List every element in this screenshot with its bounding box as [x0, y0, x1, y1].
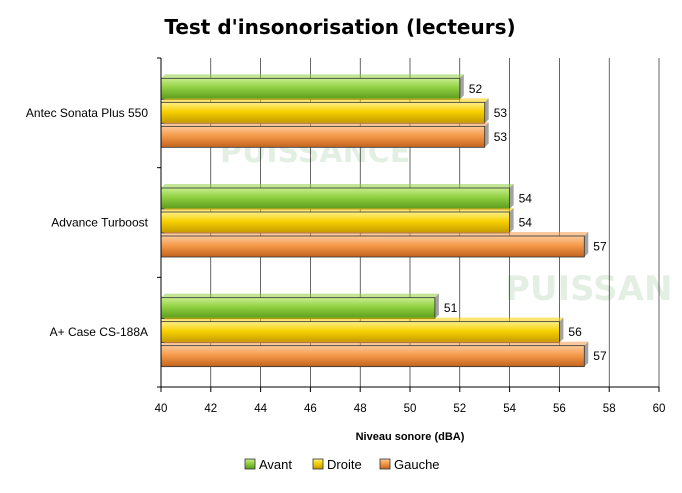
x-tick-label: 56: [553, 403, 566, 415]
x-tick-label: 58: [603, 403, 616, 415]
bars: [160, 74, 589, 368]
legend-swatch-gauche: [379, 458, 391, 470]
bar-depth-side: [584, 232, 589, 257]
bar-gauche: [160, 125, 486, 148]
legend-label: Avant: [259, 457, 292, 472]
x-tick-label: 60: [653, 403, 666, 415]
data-label: 53: [494, 130, 508, 144]
bar-depth-side: [509, 184, 514, 209]
svg-text:PUISSAN: PUISSAN: [505, 269, 672, 309]
legend: Avant Droite Gauche: [244, 457, 440, 472]
legend-swatch-avant: [244, 458, 256, 470]
bar-avant: [160, 297, 436, 320]
bar-depth-top: [161, 74, 464, 79]
legend-label: Gauche: [394, 457, 440, 472]
legend-label: Droite: [327, 457, 362, 472]
x-tick-label: 50: [404, 403, 417, 415]
bar-depth-side: [459, 74, 464, 100]
bar-depth-side: [509, 208, 514, 233]
data-label: 51: [444, 301, 458, 315]
data-label: 57: [593, 349, 607, 363]
category-label: Antec Sonata Plus 550: [26, 106, 148, 120]
bar-depth-side: [484, 122, 489, 148]
bar-depth-top: [161, 293, 439, 298]
bar-droite: [160, 101, 486, 124]
x-tick-label: 54: [503, 403, 516, 415]
bar-avant: [160, 77, 461, 100]
bar-depth-side: [484, 98, 489, 124]
bar-depth-top: [161, 341, 589, 346]
data-label: 53: [494, 106, 508, 120]
x-tick-label: 40: [155, 403, 168, 415]
bar-depth-side: [559, 317, 564, 343]
bar-depth-side: [434, 293, 439, 319]
bar-droite: [160, 211, 511, 234]
axes: [157, 57, 660, 392]
data-label: 54: [519, 192, 533, 206]
x-tick-label: 52: [453, 403, 466, 415]
bar-avant: [160, 187, 511, 210]
legend-swatch-droite: [312, 458, 324, 470]
bar-depth-side: [584, 341, 589, 367]
data-label: 56: [568, 325, 582, 339]
x-axis-title: Niveau sonore (dBA): [356, 431, 465, 443]
bar-depth-top: [161, 317, 564, 322]
data-label: 54: [519, 216, 533, 230]
chart-title: Test d'insonorisation (lecteurs): [164, 15, 515, 39]
category-label: A+ Case CS-188A: [50, 325, 148, 339]
bar-depth-top: [161, 208, 514, 212]
bar-depth-top: [161, 232, 589, 236]
bar-droite: [160, 321, 560, 344]
data-label: 52: [469, 82, 483, 96]
bar-depth-top: [161, 184, 514, 188]
x-tick-label: 44: [254, 403, 267, 415]
x-tick-label: 42: [204, 403, 217, 415]
bar-gauche: [160, 345, 585, 368]
bar-gauche: [160, 235, 585, 258]
data-label: 57: [593, 240, 607, 254]
x-tick-label: 48: [354, 403, 367, 415]
bar-depth-top: [161, 122, 489, 127]
x-tick-label: 46: [304, 403, 317, 415]
labels: 40 42 44 46 48 50 52 54 56 58 60 Antec Sonata Plus …: [26, 82, 665, 415]
category-label: Advance Turboost: [51, 216, 148, 230]
bar-depth-top: [161, 98, 489, 103]
